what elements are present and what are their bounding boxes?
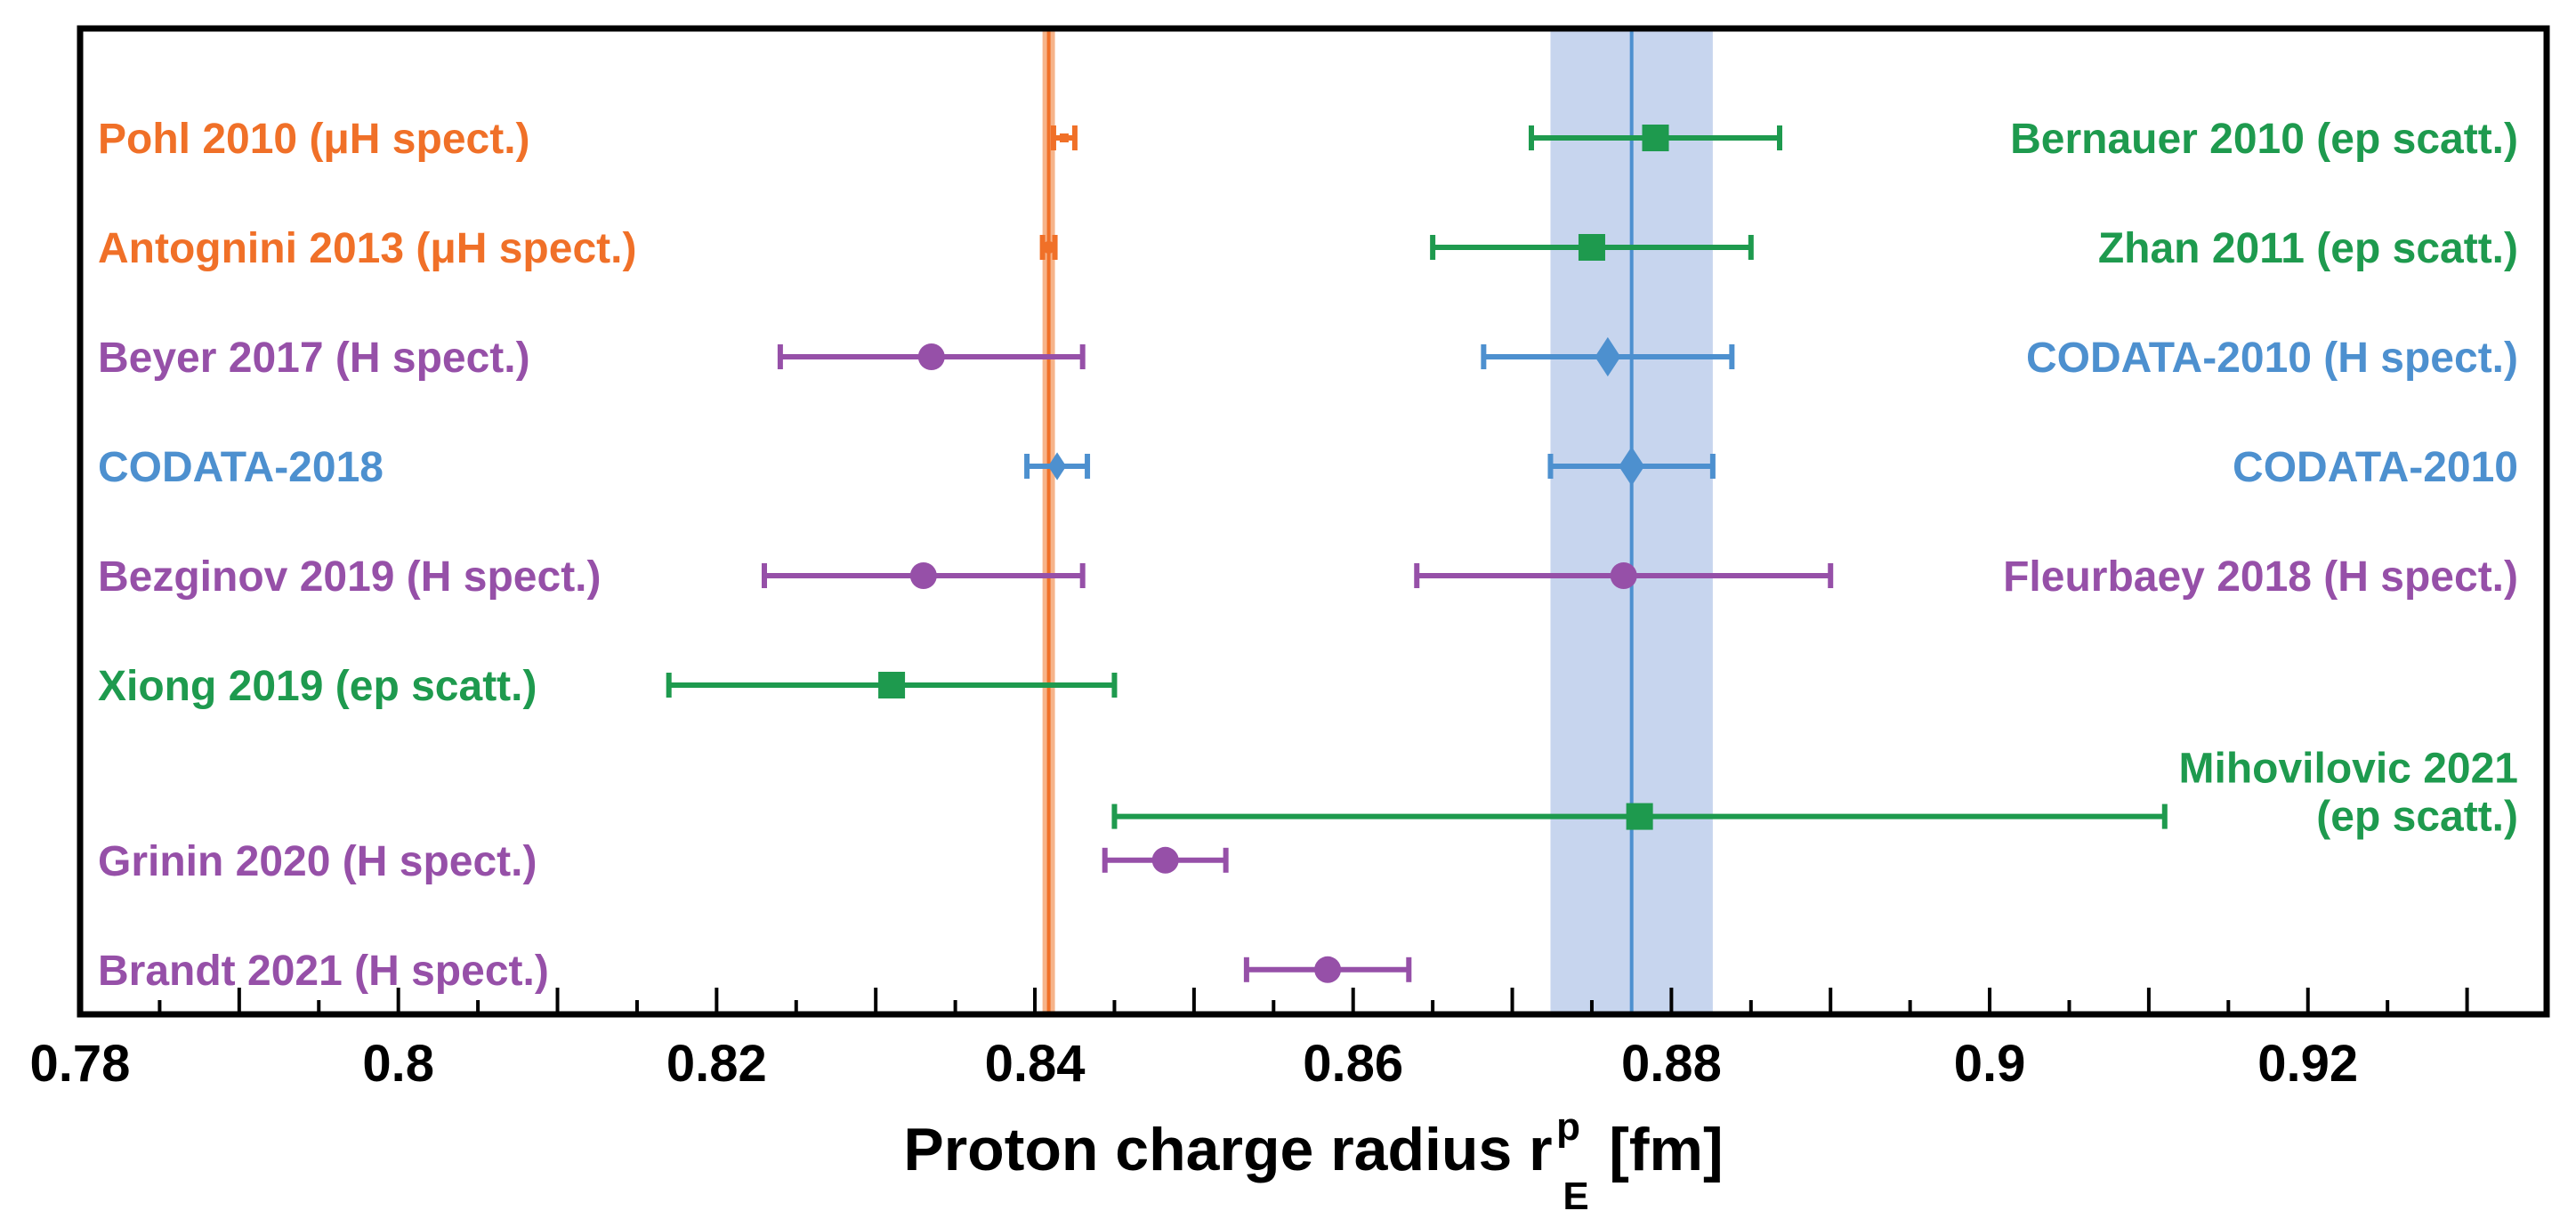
x-axis-label-sup: p <box>1556 1105 1580 1149</box>
circle-marker <box>917 343 945 370</box>
point-label-codata-2018: CODATA-2018 <box>98 444 384 491</box>
diamond-marker <box>1619 446 1645 487</box>
circle-marker <box>909 562 937 589</box>
data-points-layer <box>666 125 2168 983</box>
x-tick-label: 0.92 <box>2257 1035 2358 1093</box>
point-label-zhan-2011-ep-scatt: Zhan 2011 (ep scatt.) <box>2098 225 2518 272</box>
x-axis-label-main: Proton charge radius r <box>903 1116 1552 1183</box>
data-point-bezginov-2019-h-spect <box>762 562 1086 589</box>
x-tick-label: 0.84 <box>985 1035 1086 1093</box>
data-point-bernauer-2010-ep-scatt <box>1529 125 1782 151</box>
x-tick-label: 0.86 <box>1303 1035 1403 1093</box>
square-marker <box>1059 133 1069 142</box>
plot-frame <box>77 25 2550 1018</box>
point-label-codata-2010: CODATA-2010 <box>2233 444 2518 491</box>
point-label-xiong-2019-ep-scatt: Xiong 2019 (ep scatt.) <box>98 663 537 710</box>
square-marker <box>1642 125 1669 151</box>
x-axis-label-sub: E <box>1563 1175 1588 1218</box>
reference-layer <box>1042 28 1713 1014</box>
x-tick-label: 0.82 <box>666 1035 767 1093</box>
diamond-marker <box>1595 336 1621 377</box>
x-axis: 0.78 0.8 0.82 0.84 0.86 0.88 0.9 0.92 <box>30 988 2469 1093</box>
data-point-fleurbaey-2018-h-spect <box>1414 562 1834 589</box>
point-label-beyer-2017-h-spect: Beyer 2017 (H spect.) <box>98 335 530 382</box>
circle-marker <box>1151 846 1179 874</box>
data-point-mihovilovic-2021-ep-scatt <box>1111 803 2168 830</box>
data-point-grinin-2020-h-spect <box>1102 846 1229 874</box>
data-point-antognini-2013-h-spect <box>1039 235 1058 260</box>
data-point-codata-2010-h-spect <box>1481 336 1735 377</box>
data-point-codata-2010 <box>1547 446 1716 487</box>
diamond-marker <box>1047 452 1067 480</box>
x-axis-label-unit: [fm] <box>1609 1116 1723 1183</box>
circle-marker <box>1610 562 1637 589</box>
point-label-bezginov-2019-h-spect: Bezginov 2019 (H spect.) <box>98 553 602 601</box>
circle-marker <box>1314 956 1342 983</box>
x-tick-label: 0.8 <box>362 1035 434 1093</box>
data-point-codata-2018 <box>1024 452 1091 480</box>
point-label-codata-2010-h-spect: CODATA-2010 (H spect.) <box>2026 335 2518 382</box>
x-tick-label: 0.9 <box>1954 1035 2026 1093</box>
point-label-brandt-2021-h-spect: Brandt 2021 (H spect.) <box>98 948 549 995</box>
circle-marker <box>1042 241 1055 254</box>
point-label-bernauer-2010-ep-scatt: Bernauer 2010 (ep scatt.) <box>2010 116 2518 163</box>
data-point-beyer-2017-h-spect <box>777 343 1086 370</box>
point-label-grinin-2020-h-spect: Grinin 2020 (H spect.) <box>98 838 537 885</box>
data-point-zhan-2011-ep-scatt <box>1430 234 1754 261</box>
data-point-pohl-2010-h-spect <box>1050 125 1078 150</box>
point-label-antognini-2013-h-spect: Antognini 2013 (μH spect.) <box>98 225 636 272</box>
square-marker <box>1578 234 1605 261</box>
data-point-brandt-2021-h-spect <box>1243 956 1412 983</box>
point-label-fleurbaey-2018-h-spect: Fleurbaey 2018 (H spect.) <box>2003 553 2518 601</box>
point-labels-layer: Pohl 2010 (μH spect.) Antognini 2013 (μH … <box>98 116 2518 995</box>
square-marker <box>878 672 906 698</box>
x-axis-label: Proton charge radius r p E [fm] <box>903 1105 1723 1218</box>
x-tick-label: 0.78 <box>30 1035 131 1093</box>
square-marker <box>1626 803 1653 830</box>
x-tick-label: 0.88 <box>1621 1035 1722 1093</box>
data-point-xiong-2019-ep-scatt <box>666 672 1118 698</box>
point-label-mihovilovic-2021-ep-scatt: Mihovilovic 2021 (ep scatt.) <box>2179 746 2519 841</box>
point-label-pohl-2010-h-spect: Pohl 2010 (μH spect.) <box>98 116 530 163</box>
